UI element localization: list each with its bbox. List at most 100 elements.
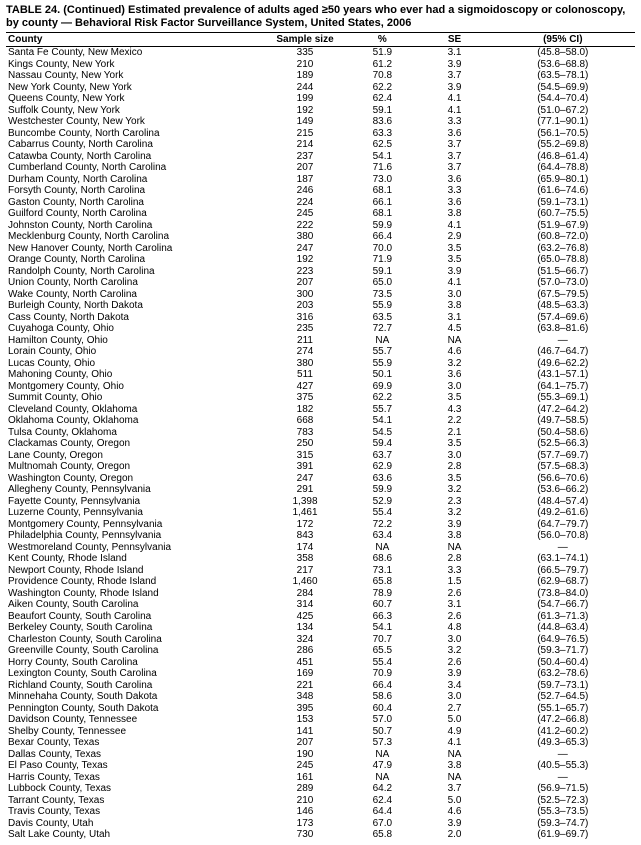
table-cell: 245 (264, 760, 346, 772)
table-row: Multnomah County, Oregon39162.92.8(57.5–… (6, 461, 635, 473)
table-cell: 3.1 (418, 47, 490, 59)
table-row: Mecklenburg County, North Carolina38066.… (6, 231, 635, 243)
table-cell: Orange County, North Carolina (6, 254, 264, 266)
table-cell: Salt Lake County, Utah (6, 829, 264, 841)
table-cell: 72.7 (346, 323, 418, 335)
table-cell: (47.2–66.8) (491, 714, 635, 726)
table-cell: 210 (264, 795, 346, 807)
table-cell: 235 (264, 323, 346, 335)
table-cell: 62.9 (346, 461, 418, 473)
table-cell: 3.8 (418, 530, 490, 542)
table-cell: 78.9 (346, 588, 418, 600)
table-cell: 68.6 (346, 553, 418, 565)
table-row: Cumberland County, North Carolina20771.6… (6, 162, 635, 174)
table-row: Queens County, New York19962.44.1(54.4–7… (6, 93, 635, 105)
table-cell: Westmoreland County, Pennsylvania (6, 542, 264, 554)
table-row: Fayette County, Pennsylvania1,39852.92.3… (6, 496, 635, 508)
table-cell: — (491, 335, 635, 347)
table-cell: 3.5 (418, 438, 490, 450)
table-cell: (73.8–84.0) (491, 588, 635, 600)
table-row: Wake County, North Carolina30073.53.0(67… (6, 289, 635, 301)
table-cell: (61.9–69.7) (491, 829, 635, 841)
table-cell: 70.0 (346, 243, 418, 255)
table-cell: 3.9 (418, 82, 490, 94)
table-cell: 3.4 (418, 680, 490, 692)
table-cell: 3.7 (418, 151, 490, 163)
table-row: Westmoreland County, Pennsylvania174NANA… (6, 542, 635, 554)
table-row: Lucas County, Ohio38055.93.2(49.6–62.2) (6, 358, 635, 370)
table-cell: 70.9 (346, 668, 418, 680)
table-cell: 69.9 (346, 381, 418, 393)
table-cell: 316 (264, 312, 346, 324)
table-cell: — (491, 772, 635, 784)
table-cell: 3.2 (418, 645, 490, 657)
table-cell: Davis County, Utah (6, 818, 264, 830)
table-cell: 289 (264, 783, 346, 795)
table-cell: (61.6–74.6) (491, 185, 635, 197)
table-cell: 71.9 (346, 254, 418, 266)
table-cell: Tarrant County, Texas (6, 795, 264, 807)
table-cell: 57.3 (346, 737, 418, 749)
table-cell: 141 (264, 726, 346, 738)
table-cell: Catawba County, North Carolina (6, 151, 264, 163)
table-cell: Cumberland County, North Carolina (6, 162, 264, 174)
table-row: Bexar County, Texas20757.34.1(49.3–65.3) (6, 737, 635, 749)
table-cell: 4.1 (418, 105, 490, 117)
table-cell: 71.6 (346, 162, 418, 174)
table-cell: 2.2 (418, 415, 490, 427)
table-cell: 55.7 (346, 346, 418, 358)
table-cell: Buncombe County, North Carolina (6, 128, 264, 140)
table-cell: Lexington County, South Carolina (6, 668, 264, 680)
table-row: Hamilton County, Ohio211NANA— (6, 335, 635, 347)
table-cell: 284 (264, 588, 346, 600)
table-row: Clackamas County, Oregon25059.43.5(52.5–… (6, 438, 635, 450)
table-cell: (64.7–79.7) (491, 519, 635, 531)
table-cell: 247 (264, 473, 346, 485)
table-row: Davis County, Utah17367.03.9(59.3–74.7) (6, 818, 635, 830)
table-cell: 511 (264, 369, 346, 381)
table-cell: 62.2 (346, 82, 418, 94)
table-cell: 52.9 (346, 496, 418, 508)
table-cell: 2.8 (418, 553, 490, 565)
table-cell: Greenville County, South Carolina (6, 645, 264, 657)
table-cell: (64.9–76.5) (491, 634, 635, 646)
table-cell: El Paso County, Texas (6, 760, 264, 772)
table-cell: Queens County, New York (6, 93, 264, 105)
table-row: Johnston County, North Carolina22259.94.… (6, 220, 635, 232)
table-cell: 207 (264, 162, 346, 174)
table-row: Randolph County, North Carolina22359.13.… (6, 266, 635, 278)
table-cell: Davidson County, Tennessee (6, 714, 264, 726)
table-cell: 47.9 (346, 760, 418, 772)
table-cell: 246 (264, 185, 346, 197)
table-cell: 172 (264, 519, 346, 531)
table-cell: (51.9–67.9) (491, 220, 635, 232)
table-cell: Randolph County, North Carolina (6, 266, 264, 278)
table-cell: (51.5–66.7) (491, 266, 635, 278)
table-cell: Aiken County, South Carolina (6, 599, 264, 611)
table-cell: 58.6 (346, 691, 418, 703)
table-cell: 3.9 (418, 59, 490, 71)
table-cell: 192 (264, 254, 346, 266)
table-cell: 3.1 (418, 312, 490, 324)
table-row: Washington County, Oregon24763.63.5(56.6… (6, 473, 635, 485)
table-cell: 274 (264, 346, 346, 358)
table-cell: 3.3 (418, 565, 490, 577)
table-cell: 68.1 (346, 208, 418, 220)
table-cell: Washington County, Rhode Island (6, 588, 264, 600)
table-cell: 3.7 (418, 783, 490, 795)
table-cell: Harris County, Texas (6, 772, 264, 784)
table-cell: 1,461 (264, 507, 346, 519)
table-cell: Charleston County, South Carolina (6, 634, 264, 646)
table-row: Luzerne County, Pennsylvania1,46155.43.2… (6, 507, 635, 519)
table-cell: Kent County, Rhode Island (6, 553, 264, 565)
table-cell: (55.3–73.5) (491, 806, 635, 818)
table-row: Burleigh County, North Dakota20355.93.8(… (6, 300, 635, 312)
table-cell: (44.8–63.4) (491, 622, 635, 634)
header-row: County Sample size % SE (95% CI) (6, 33, 635, 47)
table-cell: 3.6 (418, 197, 490, 209)
table-cell: 2.3 (418, 496, 490, 508)
table-cell: 245 (264, 208, 346, 220)
table-cell: 189 (264, 70, 346, 82)
table-cell: NA (346, 772, 418, 784)
table-row: Montgomery County, Ohio42769.93.0(64.1–7… (6, 381, 635, 393)
